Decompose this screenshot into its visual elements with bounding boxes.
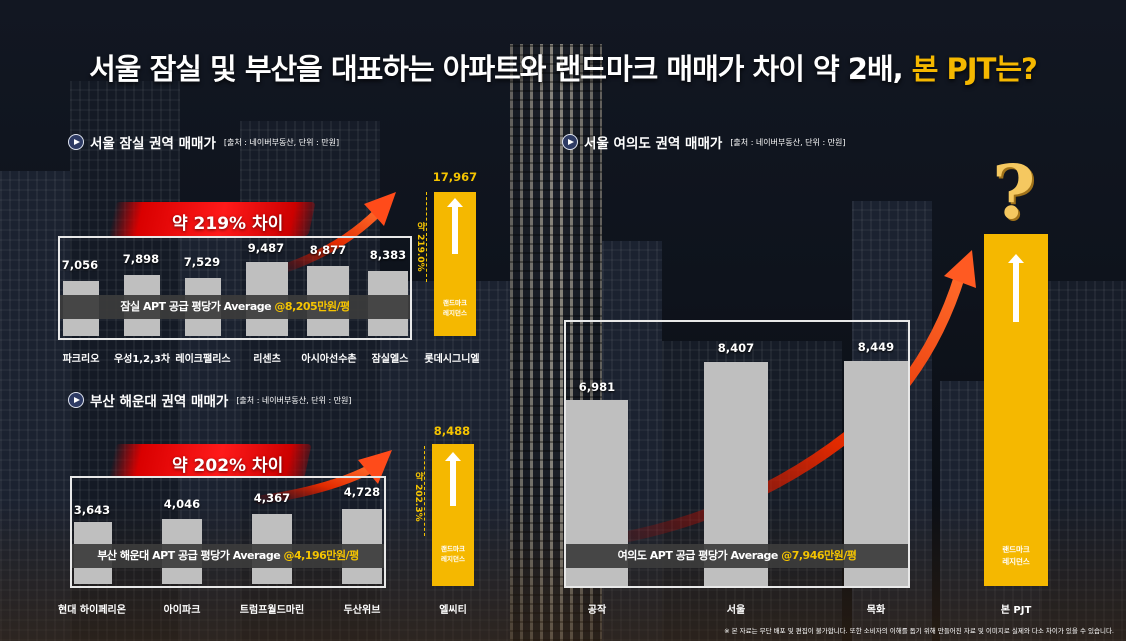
busan-trend-arrow <box>255 463 377 505</box>
project-label: 랜드마크 레지던스 <box>984 544 1048 568</box>
landmark-label-line2: 레지던스 <box>441 555 465 564</box>
title-main: 서울 잠실 및 부산을 대표하는 아파트와 랜드마크 매매가 차이 약 2배, <box>89 52 912 86</box>
value-busan-2: 4,367 <box>253 491 291 505</box>
value-jamsil-3: 9,487 <box>247 241 285 255</box>
up-arrow-icon <box>447 198 463 254</box>
yeouido-avg-prefix: 여의도 APT 공급 평당가 Average <box>617 549 782 562</box>
value-busan-3: 4,728 <box>343 485 381 499</box>
title-highlight: 본 PJT는? <box>911 52 1038 86</box>
category-jamsil-0: 파크리오 <box>62 354 100 365</box>
disclaimer-note: ※ 본 자료는 무단 배포 및 편집이 불가합니다. 또한 소비자의 이해를 돕… <box>724 627 1114 635</box>
busan-heading: 부산 해운대 권역 매매가 [출처 : 네이버부동산, 단위 : 만원] <box>68 390 352 410</box>
up-arrow-icon <box>445 452 461 506</box>
busan-avg-prefix: 부산 해운대 APT 공급 평당가 Average <box>97 549 284 562</box>
yeouido-arrow-head <box>944 250 976 288</box>
category-yeouido-0: 공작 <box>587 605 607 616</box>
jamsil-source: [출처 : 네이버부동산, 단위 : 만원] <box>223 137 340 147</box>
page-title: 서울 잠실 및 부산을 대표하는 아파트와 랜드마크 매매가 차이 약 2배, … <box>0 46 1126 88</box>
category-busan-2: 트럼프월드마린 <box>239 605 305 616</box>
play-icon <box>68 134 84 150</box>
yeouido-source: [출처 : 네이버부동산, 단위 : 만원] <box>730 137 846 147</box>
play-icon <box>562 134 578 150</box>
landmark-label-line1: 랜드마크 <box>441 545 465 553</box>
value-busan-0: 3,643 <box>73 503 111 517</box>
landmark-label-line2: 레지던스 <box>443 309 467 318</box>
value-jamsil-2: 7,529 <box>183 255 221 269</box>
category-busan-1: 아이파크 <box>163 605 201 616</box>
category-busan-3: 두산위브 <box>343 605 381 616</box>
jamsil-frame <box>58 236 412 340</box>
jamsil-average: 잠실 APT 공급 평당가 Average @8,205만원/평 <box>60 295 410 319</box>
value-jamsil-1: 7,898 <box>122 252 160 266</box>
busan-average: 부산 해운대 APT 공급 평당가 Average @4,196만원/평 <box>72 544 384 568</box>
busan-heading-text: 부산 해운대 권역 매매가 <box>90 394 229 410</box>
landmark-label-line1: 랜드마크 <box>443 299 467 307</box>
category-jamsil-5: 잠실엘스 <box>371 354 409 365</box>
value-busan-1: 4,046 <box>163 497 201 511</box>
jamsil-diff-line <box>426 192 427 282</box>
category-busan-4: 엘씨티 <box>439 605 467 616</box>
category-yeouido-1: 서울 <box>726 605 746 616</box>
busan-landmark-label: 랜드마크 레지던스 <box>432 544 474 565</box>
category-jamsil-3: 리센츠 <box>253 354 281 365</box>
up-arrow-icon <box>1008 254 1024 322</box>
busan-landmark-value: 8,488 <box>433 424 471 438</box>
category-jamsil-1: 우성1,2,3차 <box>113 354 171 365</box>
jamsil-heading-text: 서울 잠실 권역 매매가 <box>90 136 216 152</box>
yeouido-avg-value: @7,946만원/평 <box>781 549 857 562</box>
category-jamsil-4: 아시아선수촌 <box>301 354 357 365</box>
category-jamsil-2: 레이크팰리스 <box>175 354 231 365</box>
busan-arrow-head <box>358 450 392 484</box>
category-busan-0: 현대 하이페리온 <box>58 605 126 616</box>
value-yeouido-2: 8,449 <box>857 340 895 354</box>
jamsil-trend-arrow <box>275 207 383 275</box>
value-jamsil-0: 7,056 <box>61 258 99 272</box>
question-mark-icon: ? <box>992 150 1036 236</box>
value-yeouido-1: 8,407 <box>717 341 755 355</box>
yeouido-frame <box>564 320 910 588</box>
yeouido-average: 여의도 APT 공급 평당가 Average @7,946만원/평 <box>566 544 908 568</box>
yeouido-heading-text: 서울 여의도 권역 매매가 <box>584 136 723 152</box>
busan-frame <box>70 476 386 588</box>
value-yeouido-0: 6,981 <box>578 380 616 394</box>
busan-pct-label: 약 202.3% <box>413 472 423 522</box>
jamsil-heading: 서울 잠실 권역 매매가 [출처 : 네이버부동산, 단위 : 만원] <box>68 132 339 152</box>
busan-diff-line <box>424 446 425 536</box>
jamsil-avg-value: @8,205만원/평 <box>274 300 350 313</box>
landmark-label-line1: 랜드마크 <box>1002 545 1030 554</box>
jamsil-avg-prefix: 잠실 APT 공급 평당가 Average <box>120 300 275 313</box>
jamsil-landmark-value: 17,967 <box>432 170 478 184</box>
busan-source: [출처 : 네이버부동산, 단위 : 만원] <box>236 395 352 405</box>
value-jamsil-5: 8,383 <box>369 248 407 262</box>
landmark-label-line2: 레지던스 <box>1002 557 1030 566</box>
play-icon <box>68 392 84 408</box>
category-yeouido-2: 목화 <box>866 605 886 616</box>
value-jamsil-4: 8,877 <box>309 243 347 257</box>
busan-avg-value: @4,196만원/평 <box>283 549 360 562</box>
jamsil-diff-label: 약 219% 차이 <box>172 214 284 234</box>
jamsil-pct-label: 약 219.0% <box>415 222 425 272</box>
jamsil-landmark-label: 랜드마크 레지던스 <box>434 298 476 319</box>
category-yeouido-3: 본 PJT <box>1000 605 1032 616</box>
jamsil-arrow-head <box>364 192 396 226</box>
busan-diff-label: 약 202% 차이 <box>172 456 284 476</box>
category-jamsil-6: 롯데시그니엘 <box>424 354 480 365</box>
yeouido-heading: 서울 여의도 권역 매매가 [출처 : 네이버부동산, 단위 : 만원] <box>562 132 846 152</box>
